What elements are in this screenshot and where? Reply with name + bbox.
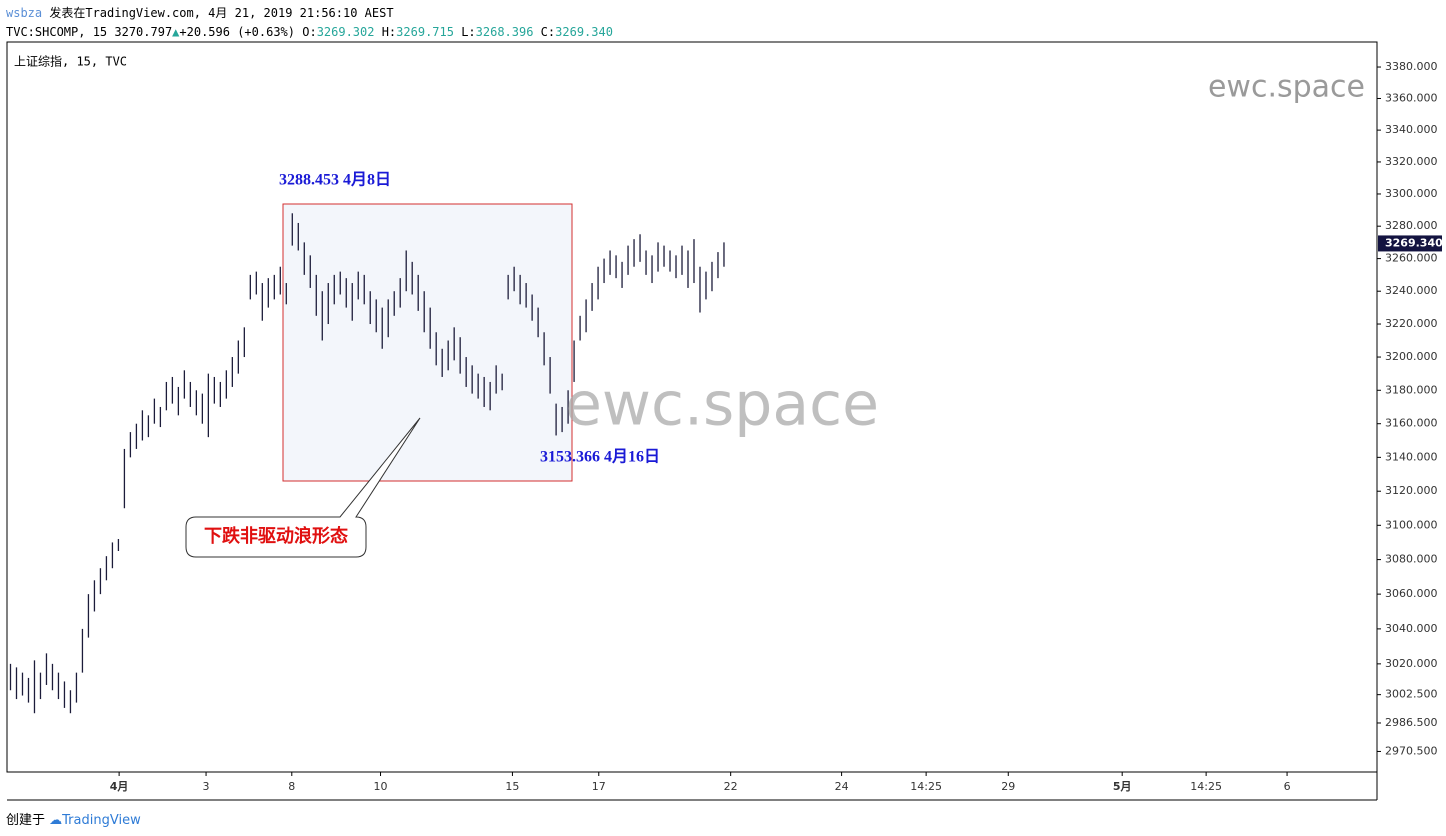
y-tick-label: 3060.000 (1385, 587, 1438, 600)
created-label: 创建于 (6, 813, 46, 828)
y-tick-label: 2970.500 (1385, 744, 1438, 757)
quote-part: L: (453, 25, 476, 39)
x-tick-label: 8 (288, 780, 295, 793)
y-tick-label: 2986.500 (1385, 716, 1438, 729)
quote-part: H: (374, 25, 397, 39)
quote-part: 3268.396 (475, 25, 534, 39)
y-tick-label: 3220.000 (1385, 317, 1438, 330)
x-tick-label: 29 (1001, 780, 1015, 793)
x-tick-label: 22 (724, 780, 738, 793)
user-link[interactable]: wsbza (6, 6, 43, 20)
y-tick-label: 3240.000 (1385, 284, 1438, 297)
x-tick-label: 15 (505, 780, 519, 793)
x-tick-label: 14:25 (1190, 780, 1222, 793)
x-tick-label: 4月 (110, 780, 129, 793)
x-tick-label: 24 (835, 780, 849, 793)
y-tick-label: 3100.000 (1385, 518, 1438, 531)
y-tick-label: 3340.000 (1385, 123, 1438, 136)
high-annotation: 3288.453 4月8日 (279, 171, 391, 189)
y-tick-label: 3260.000 (1385, 252, 1438, 265)
quote-part: O: (295, 25, 317, 39)
header: wsbza 发表在TradingView.com, 4月 21, 2019 21… (6, 4, 613, 42)
y-tick-label: 3080.000 (1385, 553, 1438, 566)
legend: 上证综指, 15, TVC (14, 54, 127, 69)
y-tick-label: 3380.000 (1385, 60, 1438, 73)
bars (9, 213, 725, 714)
y-tick-label: 3160.000 (1385, 417, 1438, 430)
y-tick-label: 3180.000 (1385, 383, 1438, 396)
last-price-label: 3269.340 (1385, 236, 1443, 249)
quote-part: 3269.715 (396, 25, 454, 39)
y-tick-label: 3120.000 (1385, 484, 1438, 497)
quote-part: TVC:SHCOMP, 15 3270.797 (6, 25, 173, 39)
quote-part: +20.596 (+0.63%) (179, 25, 295, 39)
quote-part: 3269.302 (316, 25, 375, 39)
brand-link[interactable]: ☁TradingView (49, 813, 141, 828)
y-tick-label: 3300.000 (1385, 187, 1438, 200)
plot-frame (6, 41, 1378, 773)
y-tick-label: 3360.000 (1385, 91, 1438, 104)
header-line2: TVC:SHCOMP, 15 3270.797▲+20.596 (+0.63%)… (6, 23, 613, 42)
quote-part: ▲ (172, 25, 180, 39)
x-tick-label: 14:25 (910, 780, 942, 793)
watermark: ewc.space (1208, 70, 1365, 105)
y-tick-label: 3200.000 (1385, 350, 1438, 363)
quote-part: C: (533, 25, 556, 39)
x-tick-label: 17 (592, 780, 606, 793)
quote-part: 3269.340 (555, 25, 613, 39)
y-tick-label: 3320.000 (1385, 155, 1438, 168)
callout-bubble (185, 417, 421, 558)
y-tick-label: 3140.000 (1385, 450, 1438, 463)
y-tick-label: 3280.000 (1385, 219, 1438, 232)
last-price-box (1378, 235, 1442, 252)
x-tick-label: 5月 (1113, 780, 1132, 793)
low-annotation: 3153.366 4月16日 (540, 448, 660, 466)
highlight-box (282, 203, 573, 482)
callout-text: 下跌非驱动浪形态 (204, 525, 348, 547)
x-tick-label: 10 (374, 780, 388, 793)
y-tick-label: 3040.000 (1385, 622, 1438, 635)
y-tick-label: 3002.500 (1385, 688, 1438, 701)
watermark-center: ewc.space (565, 370, 879, 440)
x-tick-label: 3 (203, 780, 210, 793)
y-tick-label: 3020.000 (1385, 657, 1438, 670)
footer: 创建于 ☁TradingView (6, 809, 141, 828)
published: 发表在TradingView.com, 4月 21, 2019 21:56:10… (49, 6, 394, 20)
header-line1: wsbza 发表在TradingView.com, 4月 21, 2019 21… (6, 4, 613, 23)
brand[interactable]: TradingView (62, 813, 141, 828)
x-tick-label: 6 (1284, 780, 1291, 793)
